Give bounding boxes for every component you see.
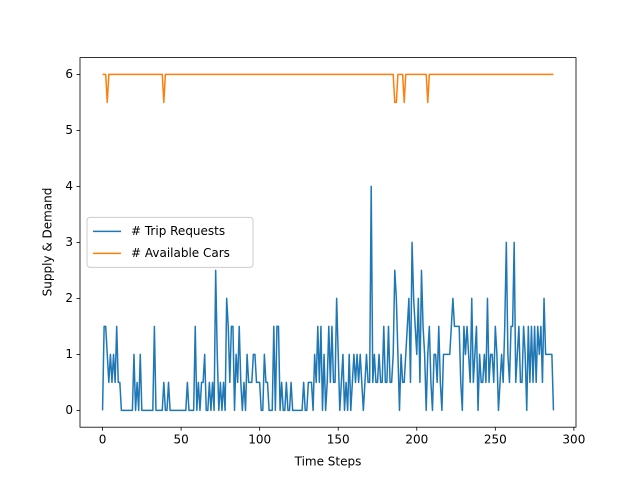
x-tick-label: 50 bbox=[173, 433, 188, 447]
legend-box bbox=[86, 216, 254, 268]
y-tick-label: 4 bbox=[65, 179, 73, 193]
x-tick-label: 300 bbox=[562, 433, 585, 447]
y-tick-label: 2 bbox=[65, 291, 73, 305]
data-line bbox=[101, 185, 555, 412]
y-axis-label: Supply & Demand bbox=[41, 188, 55, 297]
y-tick-label: 6 bbox=[65, 67, 73, 81]
x-tick-label: 0 bbox=[99, 433, 107, 447]
x-tick-label: 100 bbox=[248, 433, 271, 447]
y-tick-label: 0 bbox=[65, 403, 73, 417]
y-tick-label: 1 bbox=[65, 347, 73, 361]
y-tick-label: 3 bbox=[65, 235, 73, 249]
legend-label: # Trip Requests bbox=[131, 224, 225, 238]
axes-frame bbox=[79, 57, 577, 428]
data-line bbox=[102, 73, 554, 104]
x-tick-label: 250 bbox=[484, 433, 507, 447]
legend-label: # Available Cars bbox=[131, 246, 230, 260]
x-axis-label: Time Steps bbox=[294, 455, 362, 469]
x-tick-label: 200 bbox=[405, 433, 428, 447]
x-tick-label: 150 bbox=[327, 433, 350, 447]
y-tick-label: 5 bbox=[65, 123, 73, 137]
